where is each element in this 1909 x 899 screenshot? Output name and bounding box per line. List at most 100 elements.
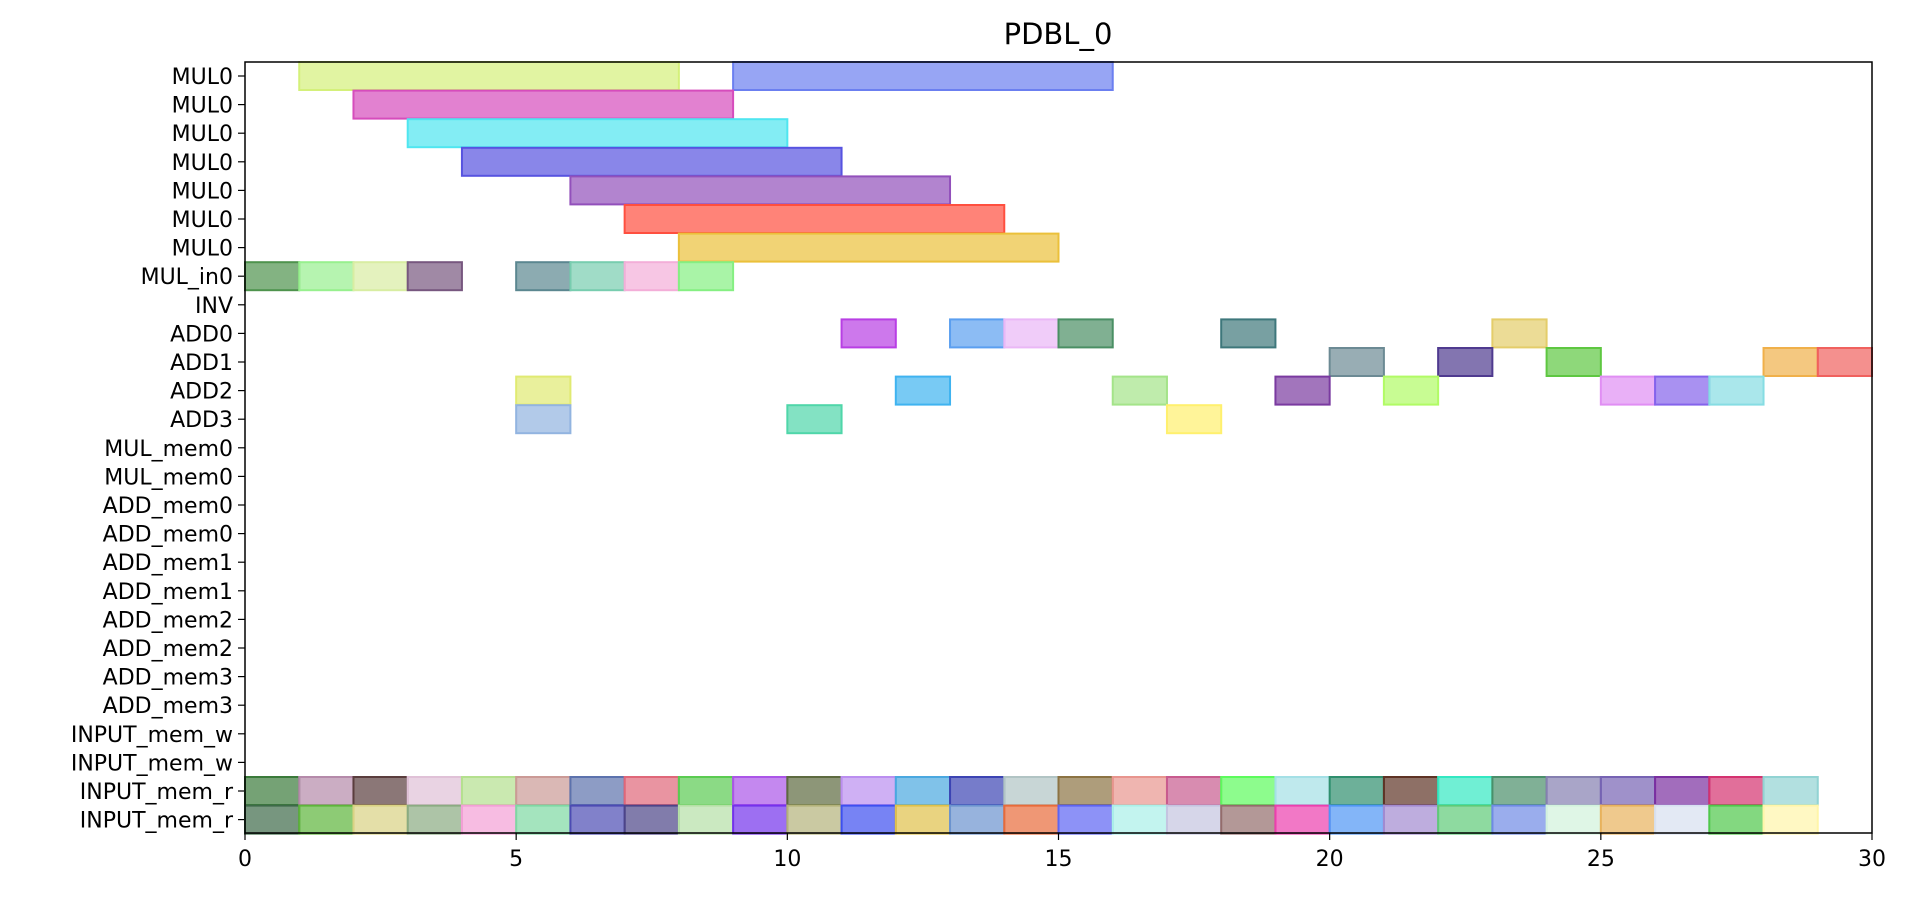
task-bar bbox=[840, 804, 897, 835]
row-label: ADD_mem3 bbox=[103, 666, 233, 691]
task-bar bbox=[1111, 776, 1168, 806]
task-bar bbox=[406, 118, 789, 149]
task-bar bbox=[1599, 375, 1657, 406]
task-bar bbox=[1437, 776, 1494, 806]
task-bar bbox=[352, 261, 409, 292]
row-label: ADD_mem0 bbox=[103, 523, 233, 548]
task-bar bbox=[786, 404, 843, 435]
task-bar bbox=[1491, 776, 1548, 806]
row-label: ADD3 bbox=[170, 408, 233, 433]
task-bar bbox=[1274, 804, 1331, 835]
row-label: MUL0 bbox=[172, 65, 233, 90]
x-tick-label: 0 bbox=[238, 847, 252, 872]
row-label: INPUT_mem_w bbox=[71, 723, 233, 748]
task-bar bbox=[569, 175, 952, 206]
task-bar bbox=[732, 61, 1114, 91]
task-bar bbox=[298, 804, 355, 835]
task-bar bbox=[1382, 804, 1440, 835]
task-bar bbox=[1654, 804, 1711, 835]
x-tick-label: 10 bbox=[773, 847, 801, 872]
task-bar bbox=[1328, 347, 1385, 377]
task-bar bbox=[623, 776, 680, 806]
task-bar bbox=[1437, 347, 1494, 377]
x-tick-label: 5 bbox=[509, 847, 523, 872]
task-bar bbox=[1328, 776, 1385, 806]
chart-title: PDBL_0 bbox=[1004, 17, 1113, 51]
task-bar bbox=[1599, 776, 1657, 806]
task-bar bbox=[1057, 804, 1114, 835]
task-bar bbox=[840, 318, 897, 349]
task-bar bbox=[1057, 776, 1114, 806]
task-bar bbox=[1003, 776, 1060, 806]
row-label: MUL0 bbox=[172, 179, 233, 204]
task-bar bbox=[515, 261, 572, 292]
task-bar bbox=[623, 261, 680, 292]
task-bar bbox=[677, 804, 735, 835]
task-bar bbox=[894, 776, 952, 806]
task-bar bbox=[298, 776, 355, 806]
task-bar bbox=[1220, 318, 1277, 349]
task-bar bbox=[569, 804, 626, 835]
task-bar bbox=[1274, 375, 1331, 406]
row-label: INPUT_mem_r bbox=[80, 780, 234, 805]
task-bar bbox=[1165, 776, 1223, 806]
task-bar bbox=[840, 776, 897, 806]
task-bar bbox=[515, 404, 572, 435]
task-bar bbox=[786, 776, 843, 806]
row-label: INPUT_mem_w bbox=[71, 751, 233, 776]
row-label: ADD_mem3 bbox=[103, 694, 233, 719]
task-bar bbox=[1003, 318, 1060, 349]
task-bar bbox=[244, 804, 301, 835]
task-bar bbox=[732, 776, 789, 806]
row-label: MUL0 bbox=[172, 208, 233, 233]
task-bar bbox=[1762, 776, 1819, 806]
task-bar bbox=[1491, 804, 1548, 835]
task-bar bbox=[515, 776, 572, 806]
task-bar bbox=[677, 776, 735, 806]
task-bar bbox=[515, 804, 572, 835]
task-bar bbox=[1220, 776, 1277, 806]
task-bar bbox=[460, 804, 518, 835]
task-bar bbox=[894, 804, 952, 835]
task-bar bbox=[1057, 318, 1114, 349]
x-axis: 0 5 10 15 20 25 30 bbox=[238, 833, 1886, 872]
task-bar bbox=[949, 318, 1006, 349]
row-label: ADD_mem2 bbox=[103, 637, 233, 662]
task-bar bbox=[298, 261, 355, 292]
task-bar bbox=[1545, 804, 1602, 835]
task-bar bbox=[1165, 804, 1223, 835]
task-bar bbox=[1382, 776, 1440, 806]
task-bar bbox=[569, 261, 626, 292]
task-bars bbox=[244, 61, 1874, 835]
task-bar bbox=[515, 375, 572, 406]
row-label: MUL0 bbox=[172, 237, 233, 262]
task-bar bbox=[623, 204, 1006, 234]
plot-frame bbox=[244, 61, 1873, 834]
task-bar bbox=[732, 804, 789, 835]
task-bar bbox=[1111, 804, 1168, 835]
task-bar bbox=[1491, 318, 1548, 349]
x-tick-label: 25 bbox=[1587, 847, 1615, 872]
row-label: MUL_in0 bbox=[141, 265, 233, 290]
task-bar bbox=[1274, 776, 1331, 806]
task-bar bbox=[1654, 776, 1711, 806]
row-label: MUL_mem0 bbox=[104, 465, 233, 490]
task-bar bbox=[623, 804, 680, 835]
task-bar bbox=[406, 776, 463, 806]
task-bar bbox=[894, 375, 952, 406]
task-bar bbox=[1437, 804, 1494, 835]
x-tick-label: 20 bbox=[1316, 847, 1344, 872]
task-bar bbox=[352, 804, 409, 835]
row-labels: MUL0 MUL0 MUL0 MUL0 MUL0 MUL0 MUL0 MUL_in0 INV AD… bbox=[71, 65, 245, 834]
row-label: ADD_mem2 bbox=[103, 608, 233, 633]
task-bar bbox=[569, 776, 626, 806]
task-bar bbox=[352, 776, 409, 806]
row-label: ADD_mem1 bbox=[103, 580, 233, 605]
task-bar bbox=[1654, 375, 1711, 406]
task-bar bbox=[352, 89, 735, 120]
task-bar bbox=[1111, 375, 1168, 406]
row-label: MUL0 bbox=[172, 151, 233, 176]
row-label: INV bbox=[195, 294, 233, 319]
row-label: ADD2 bbox=[170, 380, 233, 405]
